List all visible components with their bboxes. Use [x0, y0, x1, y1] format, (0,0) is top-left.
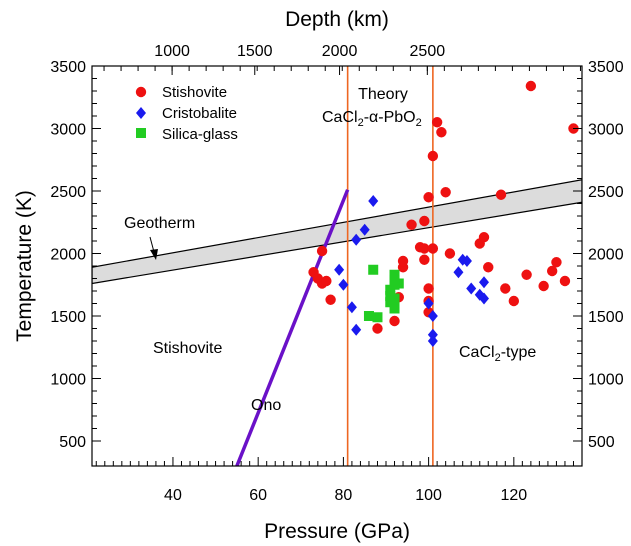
y-tick-label-left: 3500 — [50, 59, 86, 76]
y-tick-label-right: 3500 — [588, 59, 624, 76]
stishovite-point — [372, 323, 383, 334]
top-tick-label: 2500 — [410, 43, 446, 60]
stishovite-point — [423, 283, 434, 294]
y-tick-label-right: 2000 — [588, 247, 624, 264]
silica-glass-point — [363, 311, 374, 321]
stishovite-point — [436, 127, 447, 138]
stishovite-point — [325, 294, 336, 305]
silica-glass-point — [368, 264, 379, 275]
x-tick-label: 80 — [334, 487, 352, 504]
theory-label: Theory — [358, 86, 408, 103]
stishovite-point — [427, 243, 439, 254]
cristobalite-point — [427, 335, 438, 347]
silica-glass-point — [372, 312, 383, 323]
y-tick-label-right: 1000 — [588, 372, 624, 389]
top-tick-label: 1500 — [237, 43, 273, 60]
legend-label-stishovite: Stishovite — [162, 84, 227, 101]
legend-marker-stishovite — [135, 86, 147, 98]
y-tick-label-left: 2500 — [50, 184, 86, 201]
cristobalite-point — [423, 297, 434, 310]
legend: Stishovite Cristobalite Silica-glass — [135, 84, 238, 143]
stishovite-point — [389, 315, 400, 327]
y-tick-label-left: 1500 — [50, 309, 86, 326]
x-axis-title: Pressure (GPa) — [264, 520, 410, 543]
stishovite-point — [546, 265, 558, 277]
theory-phase-label: CaCl2-α-PbO2 — [322, 109, 422, 129]
y-tick-label-right: 3000 — [588, 122, 624, 139]
cristobalite-point — [461, 255, 472, 267]
stishovite-point — [406, 219, 417, 230]
x-tick-label: 60 — [249, 487, 267, 504]
y-tick-label-left: 2000 — [50, 247, 86, 264]
cristobalite-point — [351, 233, 362, 246]
stishovite-point — [478, 232, 490, 243]
stishovite-point — [397, 255, 409, 267]
x-tick-label: 100 — [415, 487, 442, 504]
stishovite-point — [495, 189, 507, 200]
stishovite-point — [431, 117, 443, 128]
stishovite-point — [508, 295, 520, 307]
cristobalite-point — [338, 278, 349, 291]
stishovite-point — [521, 269, 532, 280]
stishovite-point — [551, 257, 562, 268]
stishovite-point — [419, 243, 430, 254]
silica-glass-point — [389, 269, 400, 280]
y-tick-label-right: 1500 — [588, 309, 624, 326]
geotherm-band — [92, 179, 582, 285]
geotherm-label: Geotherm — [124, 215, 195, 232]
y-tick-label-right: 2500 — [588, 184, 624, 201]
stishovite-point — [538, 280, 549, 292]
cristobalite-point — [466, 282, 477, 295]
stishovite-point — [559, 275, 571, 287]
y-tick-label-left: 500 — [59, 434, 86, 451]
legend-marker-cristobalite — [136, 107, 146, 119]
stishovite-point — [419, 215, 430, 227]
top-axis-title: Depth (km) — [285, 8, 389, 31]
stishovite-point — [483, 262, 494, 273]
stishovite-point — [525, 80, 537, 92]
stishovite-point — [419, 254, 430, 265]
top-tick-label: 2000 — [322, 43, 358, 60]
cristobalite-point — [351, 323, 362, 336]
cristobalite-point — [334, 263, 345, 276]
y-axis-title: Temperature (K) — [13, 190, 36, 342]
cristobalite-point — [427, 328, 438, 341]
stishovite-point — [423, 192, 434, 203]
x-tick-label: 40 — [164, 487, 182, 504]
top-tick-label: 1000 — [154, 43, 190, 60]
cristobalite-point — [427, 310, 438, 322]
silica-glass-point — [389, 293, 400, 304]
x-tick-label: 120 — [500, 487, 527, 504]
stishovite-point — [500, 283, 511, 294]
y-tick-label-left: 1000 — [50, 372, 86, 389]
stishovite-point — [427, 150, 439, 162]
y-tick-label-right: 500 — [588, 434, 615, 451]
stishovite-point — [316, 245, 328, 257]
y-tick-label-left: 3000 — [50, 122, 86, 139]
cristobalite-point — [346, 301, 357, 314]
silica-glass-point — [393, 278, 404, 289]
legend-label-silica-glass: Silica-glass — [162, 126, 238, 143]
cristobalite-point — [368, 195, 379, 207]
cristobalite-point — [359, 223, 370, 236]
stishovite-region-label: Stishovite — [153, 340, 222, 357]
cacl2-region-label: CaCl2-type — [459, 344, 536, 364]
ono-boundary-line — [235, 189, 350, 466]
silica-glass-point — [389, 303, 400, 314]
legend-marker-silica-glass — [136, 128, 146, 138]
stishovite-point — [444, 248, 456, 259]
stishovite-point — [321, 275, 332, 287]
geotherm-arrow — [149, 236, 155, 253]
stishovite-point — [440, 187, 451, 198]
cristobalite-point — [479, 276, 489, 289]
ono-label: Ono — [251, 397, 281, 414]
cristobalite-point — [453, 266, 464, 279]
geotherm-arrowhead — [150, 249, 158, 260]
legend-label-cristobalite: Cristobalite — [162, 105, 237, 122]
cristobalite-point — [479, 292, 489, 305]
